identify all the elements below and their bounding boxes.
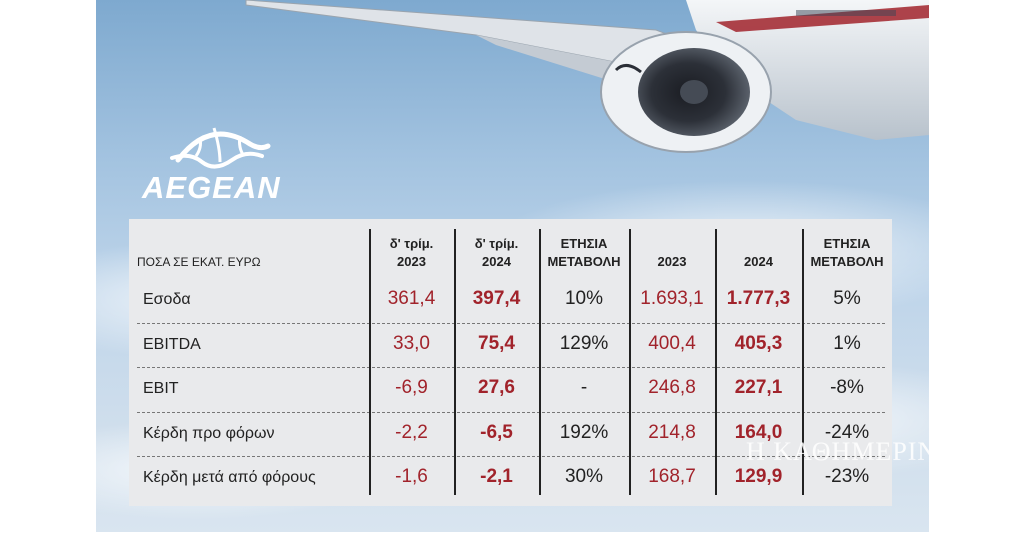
table-cell-value: -1,6 [395, 466, 428, 487]
table-cell-value: 405,3 [734, 333, 783, 354]
aegean-logo-icon [170, 127, 271, 169]
table-cell-value: 129,9 [734, 466, 783, 487]
column-divider [629, 229, 631, 495]
table-cell-value: 214,8 [648, 422, 696, 443]
table-cell-value: 361,4 [387, 288, 436, 309]
table-header-1: δ' τρίμ. 2023 [369, 235, 454, 271]
table-row-label: Κέρδη μετά από φόρους [143, 469, 316, 486]
table-header-4: 2023 [657, 254, 687, 269]
financial-results-table: ΠΟΣΑ ΣΕ ΕΚΑΤ. ΕΥΡΩ δ' τρίμ. 2023 δ' τρίμ. 20… [129, 219, 892, 506]
table-header-line: δ' τρίμ. [474, 236, 519, 251]
aegean-logo-text: AEGEAN [142, 170, 281, 205]
table-header-line: ΕΤΗΣΙΑ [560, 236, 608, 251]
table-header-6: ΕΤΗΣΙΑ ΜΕΤΑΒΟΛΗ [802, 235, 892, 271]
newspaper-watermark: Η ΚΑΘΗΜΕΡΙΝΗ [746, 437, 957, 466]
table-row-label: Κέρδη προ φόρων [143, 425, 275, 442]
table-header-line: ΜΕΤΑΒΟΛΗ [810, 254, 884, 269]
row-divider [137, 456, 885, 457]
table-cell-value: 33,0 [393, 333, 430, 354]
table-cell-value: 1.777,3 [726, 288, 791, 309]
table-cell-value: 246,8 [648, 377, 696, 398]
row-divider [137, 412, 885, 413]
table-header-line: 2024 [482, 254, 511, 269]
table-cell-value: -2,2 [395, 422, 428, 443]
table-header-5: 2024 [744, 254, 773, 269]
table-cell-value: 129% [559, 333, 609, 354]
table-header-2: δ' τρίμ. 2024 [454, 235, 539, 271]
table-cell-value: 10% [564, 288, 604, 309]
table-cell-value: 27,6 [478, 377, 515, 398]
table-cell-value: 397,4 [472, 288, 521, 309]
table-cell-value: -24% [824, 422, 870, 443]
column-divider [539, 229, 541, 495]
table-header-label: ΠΟΣΑ ΣΕ ΕΚΑΤ. ΕΥΡΩ [137, 255, 261, 269]
table-cell-value: 5% [833, 288, 861, 309]
table-header-line: 2023 [397, 254, 426, 269]
table-cell-value: 1.693,1 [640, 288, 704, 309]
table-header-line: ΕΤΗΣΙΑ [823, 236, 871, 251]
table-cell-value: 164,0 [734, 422, 783, 443]
row-divider [137, 323, 885, 324]
table-cell-value: 1% [833, 333, 861, 354]
table-cell-value: - [580, 377, 588, 398]
table-header-3: ΕΤΗΣΙΑ ΜΕΤΑΒΟΛΗ [539, 235, 629, 271]
table-cell-value: 227,1 [734, 377, 783, 398]
table-cell-value: -6,9 [395, 377, 428, 398]
column-divider [369, 229, 371, 495]
table-cell-value: 192% [559, 422, 609, 443]
table-header-line: δ' τρίμ. [389, 236, 434, 251]
table-cell-value: 168,7 [648, 466, 696, 487]
row-divider [137, 367, 885, 368]
table-cell-value: -2,1 [480, 466, 513, 487]
table-row-label: EBIT [143, 380, 179, 397]
table-cell-value: 30% [564, 466, 604, 487]
table-cell-value: -23% [824, 466, 870, 487]
table-row-label: Εσοδα [143, 291, 191, 308]
table-header-line: ΜΕΤΑΒΟΛΗ [547, 254, 621, 269]
table-row-label: EBITDA [143, 336, 201, 353]
table-cell-value: 75,4 [478, 333, 515, 354]
column-divider [802, 229, 804, 495]
column-divider [454, 229, 456, 495]
table-cell-value: -8% [830, 377, 864, 398]
column-divider [715, 229, 717, 495]
table-cell-value: -6,5 [480, 422, 513, 443]
table-cell-value: 400,4 [648, 333, 696, 354]
